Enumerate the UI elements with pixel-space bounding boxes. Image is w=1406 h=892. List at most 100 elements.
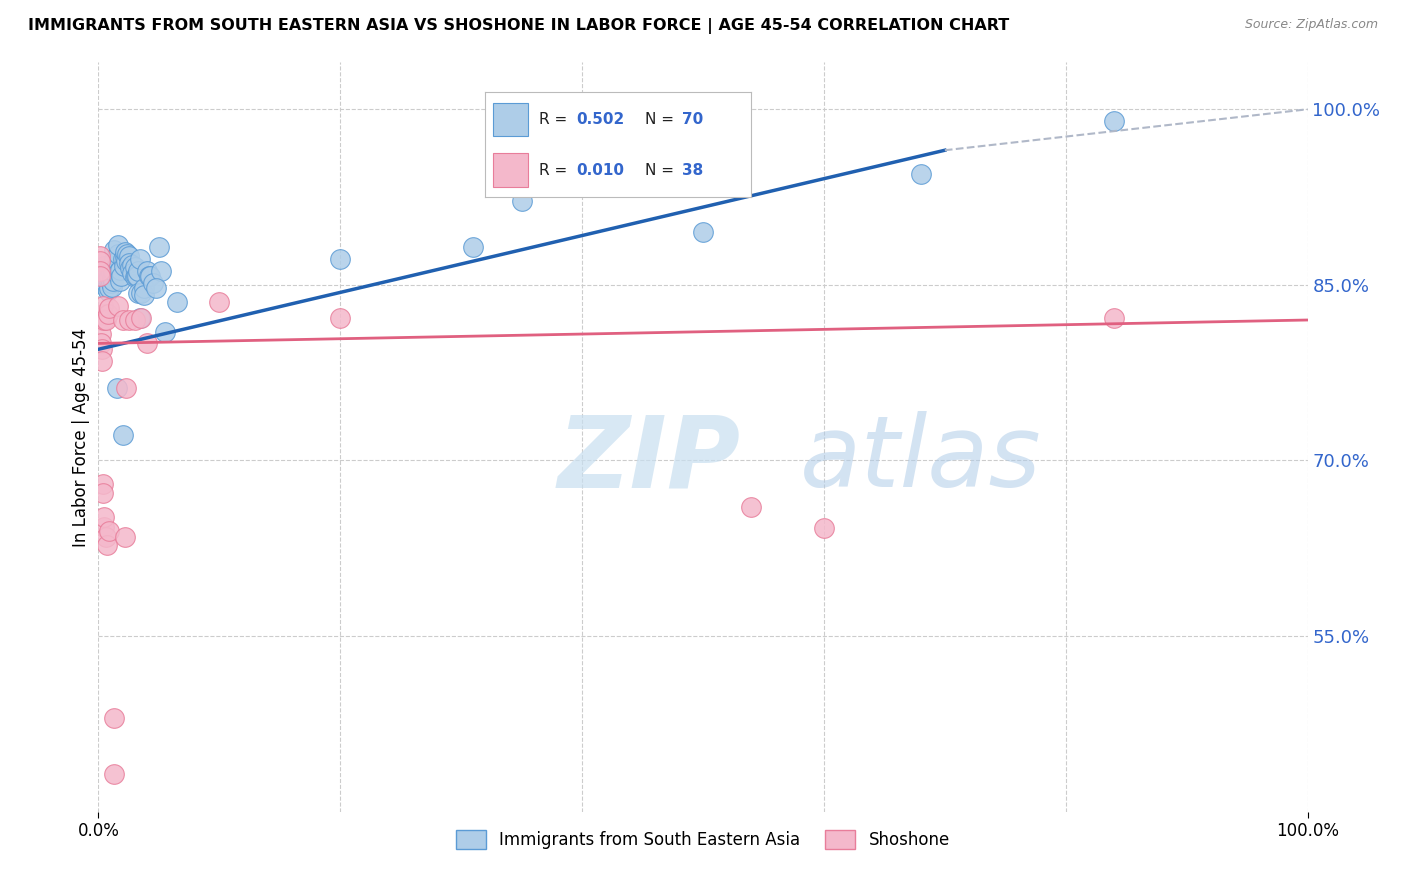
Point — [91, 299, 114, 313]
Point — [124, 313, 146, 327]
Point — [100, 266, 122, 280]
Text: IMMIGRANTS FROM SOUTH EASTERN ASIA VS SHOSHONE IN LABOR FORCE | AGE 45-54 CORREL: IMMIGRANTS FROM SOUTH EASTERN ASIA VS SH… — [28, 18, 1010, 34]
Point — [114, 530, 136, 544]
Point — [1102, 310, 1125, 325]
Point — [127, 286, 149, 301]
Point — [124, 269, 146, 284]
Point — [111, 313, 134, 327]
Point — [127, 264, 149, 278]
Point — [108, 262, 131, 277]
Point — [93, 509, 115, 524]
Point — [510, 194, 533, 208]
Point — [112, 259, 135, 273]
Point — [127, 268, 149, 283]
Point — [166, 295, 188, 310]
Point — [111, 252, 134, 266]
Point — [813, 521, 835, 535]
Point — [145, 281, 167, 295]
Point — [91, 264, 114, 278]
Point — [96, 538, 118, 552]
Point — [101, 274, 124, 288]
Point — [107, 299, 129, 313]
Point — [89, 268, 111, 283]
Point — [98, 524, 121, 538]
Point — [121, 258, 143, 272]
Point — [98, 269, 121, 284]
Point — [105, 254, 128, 268]
Point — [142, 276, 165, 290]
Point — [91, 277, 114, 291]
Point — [91, 307, 114, 321]
Point — [105, 381, 128, 395]
Point — [910, 167, 932, 181]
Point — [117, 247, 139, 261]
Point — [740, 500, 762, 515]
Point — [97, 272, 120, 286]
Point — [118, 313, 141, 327]
Point — [90, 326, 112, 341]
Point — [96, 266, 118, 280]
Legend: Immigrants from South Eastern Asia, Shoshone: Immigrants from South Eastern Asia, Shos… — [450, 823, 956, 855]
Point — [118, 255, 141, 269]
Point — [125, 268, 148, 283]
Point — [90, 336, 112, 351]
Point — [91, 354, 114, 368]
Point — [91, 343, 114, 357]
Point — [96, 273, 118, 287]
Point — [103, 252, 125, 266]
Point — [329, 310, 352, 325]
Point — [150, 264, 173, 278]
Point — [94, 276, 117, 290]
Point — [100, 276, 122, 290]
Point — [108, 274, 131, 288]
Point — [89, 249, 111, 263]
Point — [100, 271, 122, 285]
Point — [100, 280, 122, 294]
Point — [89, 264, 111, 278]
Point — [118, 261, 141, 276]
Point — [138, 268, 160, 283]
Point — [97, 284, 120, 298]
Point — [90, 272, 112, 286]
Point — [115, 381, 138, 395]
Point — [98, 281, 121, 295]
Point — [93, 520, 115, 534]
Point — [118, 249, 141, 263]
Point — [134, 281, 156, 295]
Point — [129, 286, 152, 301]
Point — [97, 307, 120, 321]
Point — [91, 269, 114, 284]
Point — [107, 247, 129, 261]
Point — [103, 243, 125, 257]
Point — [153, 325, 176, 339]
Point — [107, 238, 129, 252]
Point — [148, 240, 170, 254]
Point — [129, 310, 152, 325]
Point — [91, 476, 114, 491]
Point — [103, 711, 125, 725]
Y-axis label: In Labor Force | Age 45-54: In Labor Force | Age 45-54 — [72, 327, 90, 547]
Point — [103, 767, 125, 781]
Point — [105, 249, 128, 263]
Text: ZIP: ZIP — [558, 411, 741, 508]
Point — [111, 427, 134, 442]
Point — [692, 225, 714, 239]
Point — [89, 310, 111, 325]
Text: atlas: atlas — [800, 411, 1042, 508]
Point — [329, 252, 352, 266]
Point — [94, 530, 117, 544]
Point — [208, 295, 231, 310]
Point — [1102, 114, 1125, 128]
Point — [463, 240, 485, 254]
Point — [89, 254, 111, 268]
Point — [93, 313, 115, 327]
Point — [139, 268, 162, 283]
Point — [110, 268, 132, 283]
Point — [135, 336, 157, 351]
Point — [121, 266, 143, 280]
Point — [134, 288, 156, 302]
Point — [93, 259, 115, 273]
Point — [128, 310, 150, 325]
Point — [115, 254, 138, 268]
Text: Source: ZipAtlas.com: Source: ZipAtlas.com — [1244, 18, 1378, 31]
